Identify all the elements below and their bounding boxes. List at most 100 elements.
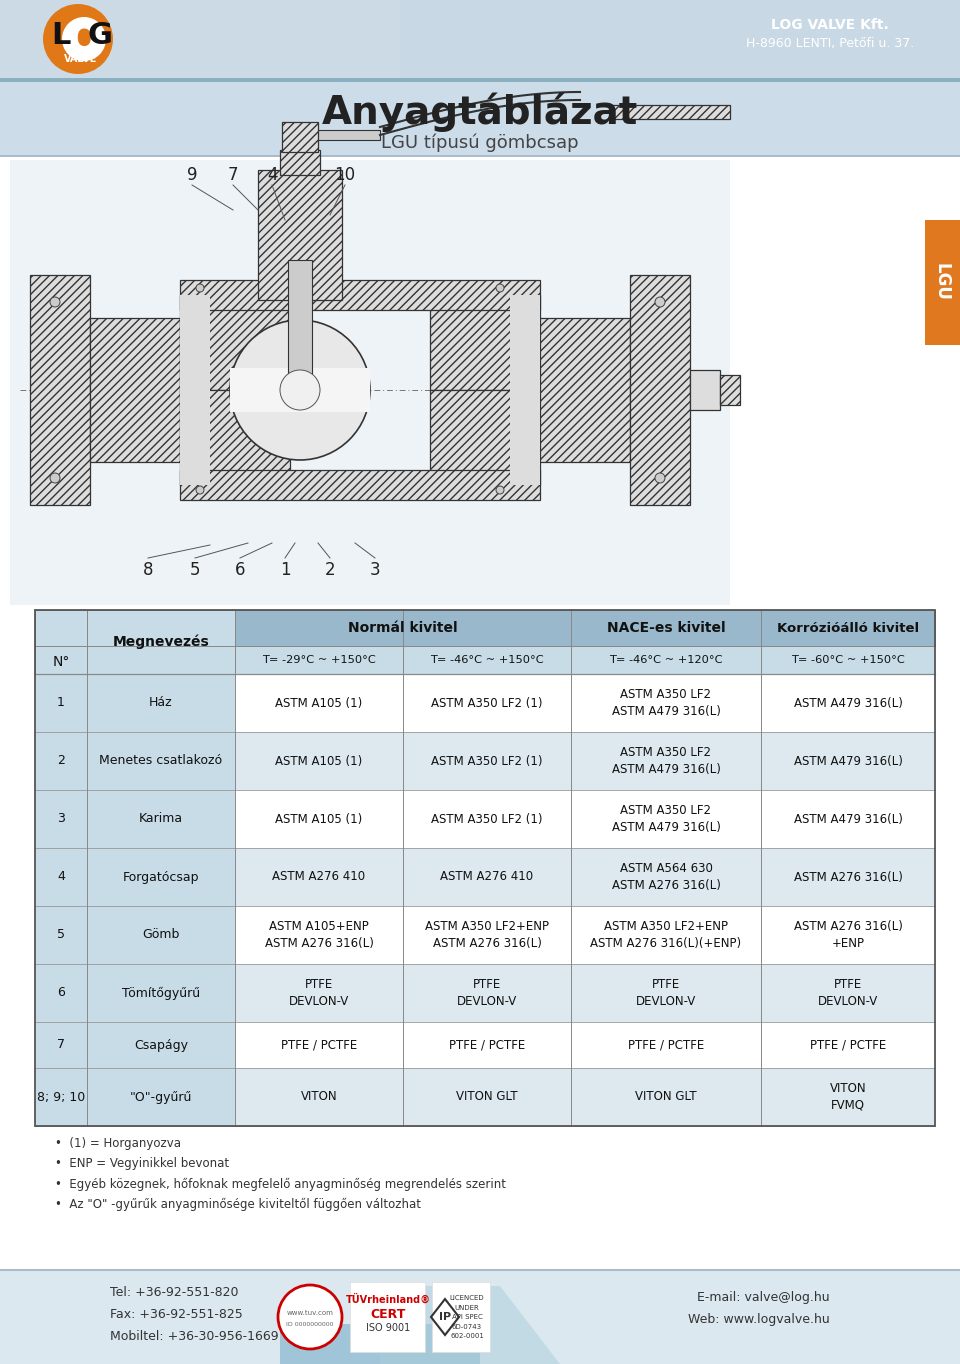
- Text: 602-0001: 602-0001: [450, 1333, 484, 1339]
- Text: PTFE / PCTFE: PTFE / PCTFE: [449, 1038, 525, 1052]
- Circle shape: [196, 284, 204, 292]
- Text: ASTM A350 LF2
ASTM A479 316(L): ASTM A350 LF2 ASTM A479 316(L): [612, 689, 720, 717]
- Polygon shape: [280, 1324, 480, 1364]
- Bar: [720, 375, 740, 405]
- Text: 4: 4: [57, 870, 65, 884]
- Bar: [35, 610, 935, 647]
- Text: 3: 3: [57, 813, 65, 825]
- Bar: [35, 610, 87, 674]
- Bar: [0, 82, 960, 155]
- Text: ASTM A105 (1): ASTM A105 (1): [276, 697, 363, 709]
- Bar: [288, 261, 312, 381]
- Circle shape: [196, 486, 204, 494]
- Text: 5: 5: [190, 561, 201, 578]
- Text: PTFE / PCTFE: PTFE / PCTFE: [810, 1038, 886, 1052]
- Circle shape: [230, 321, 370, 460]
- Text: Fax: +36-92-551-825: Fax: +36-92-551-825: [110, 1308, 243, 1320]
- Bar: [0, 155, 960, 157]
- Bar: [90, 318, 180, 462]
- Text: PTFE / PCTFE: PTFE / PCTFE: [628, 1038, 704, 1052]
- Text: API SPEC: API SPEC: [451, 1314, 482, 1320]
- Text: ASTM A105 (1): ASTM A105 (1): [276, 813, 363, 825]
- Text: 1: 1: [57, 697, 65, 709]
- Bar: [235, 610, 571, 647]
- Bar: [87, 674, 235, 732]
- Bar: [0, 0, 400, 78]
- Circle shape: [655, 473, 665, 483]
- Text: 7: 7: [228, 166, 238, 184]
- Text: ASTM A350 LF2 (1): ASTM A350 LF2 (1): [431, 813, 542, 825]
- Text: •  ENP = Vegyinikkel bevonat: • ENP = Vegyinikkel bevonat: [55, 1158, 229, 1170]
- Text: 8: 8: [143, 561, 154, 578]
- Text: PTFE
DEVLON-V: PTFE DEVLON-V: [457, 978, 517, 1008]
- Text: LICENCED: LICENCED: [449, 1294, 484, 1301]
- Text: ASTM A479 316(L): ASTM A479 316(L): [794, 697, 902, 709]
- Text: ASTM A350 LF2
ASTM A479 316(L): ASTM A350 LF2 ASTM A479 316(L): [612, 805, 720, 833]
- Polygon shape: [380, 1286, 560, 1364]
- Text: NACE-es kivitel: NACE-es kivitel: [607, 621, 726, 636]
- Text: H-8960 LENTI, Petőfi u. 37.: H-8960 LENTI, Petőfi u. 37.: [746, 37, 914, 50]
- Text: VITON GLT: VITON GLT: [456, 1090, 517, 1103]
- Text: 5: 5: [57, 929, 65, 941]
- Text: Megnevezés: Megnevezés: [112, 634, 209, 649]
- Text: •  Az "O" -gyűrűk anyagminősége kiviteltől függően változhat: • Az "O" -gyűrűk anyagminősége kiviteltő…: [55, 1198, 421, 1211]
- Text: LGU típusú gömbcsap: LGU típusú gömbcsap: [381, 134, 579, 153]
- Text: ASTM A350 LF2+ENP
ASTM A276 316(L)(+ENP): ASTM A350 LF2+ENP ASTM A276 316(L)(+ENP): [590, 921, 741, 949]
- Text: ID 0000000000: ID 0000000000: [286, 1323, 334, 1327]
- Text: Tömítőgyűrű: Tömítőgyűrű: [122, 986, 200, 1000]
- Circle shape: [655, 297, 665, 307]
- Bar: [230, 368, 370, 412]
- Circle shape: [496, 284, 504, 292]
- Circle shape: [280, 370, 320, 411]
- Bar: [35, 964, 87, 1022]
- Text: Mobiltel: +36-30-956-1669: Mobiltel: +36-30-956-1669: [110, 1330, 278, 1342]
- Bar: [280, 150, 320, 175]
- Text: VALVE: VALVE: [64, 55, 98, 64]
- Text: Tel: +36-92-551-820: Tel: +36-92-551-820: [110, 1285, 238, 1299]
- Text: ISO 9001: ISO 9001: [366, 1323, 410, 1333]
- Bar: [87, 964, 235, 1022]
- Text: 9: 9: [187, 166, 197, 184]
- Bar: [0, 0, 960, 78]
- Bar: [430, 295, 540, 390]
- Circle shape: [43, 4, 113, 74]
- Bar: [35, 906, 87, 964]
- Bar: [35, 1022, 87, 1068]
- Text: ASTM A479 316(L): ASTM A479 316(L): [794, 813, 902, 825]
- Text: "O"-gyűrű: "O"-gyűrű: [130, 1090, 192, 1103]
- Text: LGU: LGU: [933, 263, 951, 301]
- Bar: [35, 732, 87, 790]
- Text: 8; 9; 10: 8; 9; 10: [36, 1090, 85, 1103]
- Text: 6D-0743: 6D-0743: [452, 1324, 482, 1330]
- Bar: [510, 295, 540, 486]
- Text: TÜVrheinland®: TÜVrheinland®: [346, 1294, 430, 1305]
- Bar: [87, 1022, 235, 1068]
- Bar: [87, 848, 235, 906]
- Bar: [180, 295, 210, 486]
- Text: L: L: [51, 20, 71, 49]
- Text: ASTM A479 316(L): ASTM A479 316(L): [794, 754, 902, 768]
- Bar: [87, 1068, 235, 1127]
- Bar: [35, 610, 935, 1127]
- Bar: [0, 157, 960, 608]
- Text: Web: www.logvalve.hu: Web: www.logvalve.hu: [688, 1314, 830, 1327]
- Text: CERT: CERT: [371, 1308, 406, 1320]
- Circle shape: [62, 16, 106, 61]
- Bar: [180, 295, 290, 390]
- Text: Karima: Karima: [139, 813, 183, 825]
- Text: Anyagtáblázat: Anyagtáblázat: [322, 93, 638, 132]
- Text: ASTM A350 LF2+ENP
ASTM A276 316(L): ASTM A350 LF2+ENP ASTM A276 316(L): [425, 921, 549, 949]
- Text: T= -46°C ~ +150°C: T= -46°C ~ +150°C: [430, 655, 543, 666]
- Text: LOG VALVE Kft.: LOG VALVE Kft.: [771, 18, 889, 31]
- Text: G: G: [87, 20, 112, 49]
- Bar: [35, 1068, 87, 1127]
- Bar: [35, 906, 935, 964]
- Bar: [180, 280, 540, 310]
- Text: 2: 2: [324, 561, 335, 578]
- Text: VITON: VITON: [300, 1090, 337, 1103]
- Bar: [35, 790, 935, 848]
- Text: ASTM A276 316(L)
+ENP: ASTM A276 316(L) +ENP: [794, 921, 902, 949]
- Bar: [0, 157, 960, 608]
- Text: 6: 6: [57, 986, 65, 1000]
- Text: Forgatócsap: Forgatócsap: [123, 870, 200, 884]
